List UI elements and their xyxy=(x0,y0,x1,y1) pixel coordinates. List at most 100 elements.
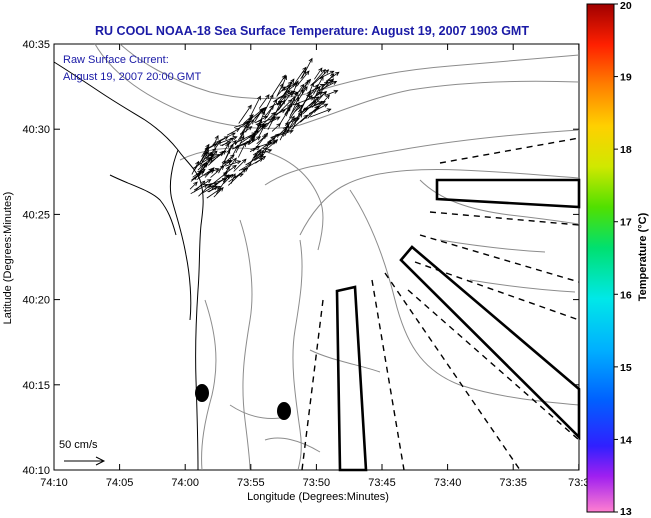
current-arrow xyxy=(240,124,248,136)
y-tick-label: 40:10 xyxy=(22,465,50,477)
current-arrowhead xyxy=(332,80,338,85)
current-arrow xyxy=(190,184,208,195)
current-arrowhead xyxy=(319,75,324,81)
current-arrow xyxy=(207,186,221,193)
current-arrowhead xyxy=(216,187,222,193)
current-arrowhead xyxy=(232,157,237,163)
x-tick-label: 74:05 xyxy=(106,477,134,489)
current-arrowhead xyxy=(249,119,255,125)
current-arrowhead xyxy=(304,107,309,112)
current-arrowhead xyxy=(247,126,253,131)
current-arrowhead xyxy=(200,168,206,174)
current-arrowhead xyxy=(290,90,296,95)
current-arrowhead xyxy=(232,136,238,140)
current-arrowhead xyxy=(270,137,276,142)
current-arrow xyxy=(249,152,257,164)
sample-polygons xyxy=(335,178,581,472)
current-arrow xyxy=(226,128,240,136)
current-arrow xyxy=(238,105,252,124)
current-arrowhead xyxy=(308,57,313,63)
current-arrowhead xyxy=(204,150,209,156)
current-arrow xyxy=(203,153,215,170)
current-arrow xyxy=(242,114,254,125)
current-arrowhead xyxy=(211,147,217,153)
current-arrow xyxy=(290,114,308,130)
current-arrow xyxy=(241,126,252,135)
current-arrowhead xyxy=(212,185,218,191)
current-arrow xyxy=(213,135,219,146)
current-arrow xyxy=(213,175,232,186)
current-arrow xyxy=(279,123,289,141)
current-arrow xyxy=(276,95,287,106)
current-arrowhead xyxy=(303,114,309,120)
current-arrow xyxy=(265,139,278,151)
current-arrow xyxy=(232,141,251,150)
current-arrow xyxy=(249,151,264,163)
current-arrow xyxy=(275,99,293,116)
current-arrowhead xyxy=(209,185,215,190)
current-arrowhead xyxy=(258,157,264,162)
current-arrow xyxy=(293,67,307,85)
current-arrow xyxy=(237,121,249,130)
current-arrowhead xyxy=(295,104,300,110)
current-arrow xyxy=(225,160,241,167)
current-arrowhead xyxy=(259,153,265,159)
current-arrow xyxy=(278,107,291,126)
current-arrow xyxy=(254,154,264,162)
current-arrowhead xyxy=(302,66,307,72)
current-arrow xyxy=(283,92,298,98)
current-arrowhead xyxy=(298,112,303,118)
current-arrow xyxy=(207,143,217,150)
current-arrowhead xyxy=(278,100,283,105)
current-arrowhead xyxy=(243,123,248,129)
current-arrow xyxy=(192,170,202,178)
current-arrowhead xyxy=(196,173,202,178)
current-arrowhead xyxy=(229,143,234,149)
current-arrow xyxy=(248,136,261,145)
x-tick-label: 73:35 xyxy=(499,477,527,489)
x-tick-label: 73:40 xyxy=(434,477,462,489)
current-arrowhead xyxy=(263,115,268,120)
current-arrow xyxy=(262,94,274,116)
current-arrow xyxy=(204,169,215,176)
colorbar-title: Temperature (°C) xyxy=(637,212,649,301)
current-arrowhead xyxy=(303,86,308,91)
current-arrowhead xyxy=(232,164,237,170)
current-arrow xyxy=(191,161,199,175)
current-arrow xyxy=(264,105,274,117)
current-arrowhead xyxy=(310,82,315,87)
figure-title: RU COOL NOAA-18 Sea Surface Temperature:… xyxy=(95,24,529,38)
current-arrow xyxy=(233,159,247,172)
current-arrowhead xyxy=(229,137,235,142)
current-arrow xyxy=(228,145,239,164)
current-arrowhead xyxy=(259,150,265,156)
current-arrowhead xyxy=(326,108,332,113)
current-arrowhead xyxy=(284,122,289,128)
current-arrowhead xyxy=(256,136,261,141)
current-arrow xyxy=(220,141,232,146)
current-arrowhead xyxy=(269,94,274,99)
current-arrow xyxy=(223,174,234,184)
current-arrowhead xyxy=(227,174,232,179)
current-arrow xyxy=(310,108,331,118)
current-arrow xyxy=(271,130,294,139)
current-arrowhead xyxy=(231,132,236,137)
current-arrowhead xyxy=(329,73,335,78)
current-arrow xyxy=(235,136,245,154)
current-arrowhead xyxy=(323,80,329,86)
y-axis-title: Latitude (Degrees:Minutes) xyxy=(2,192,14,325)
current-arrowhead xyxy=(271,116,277,121)
current-arrowhead xyxy=(206,179,212,184)
current-arrowhead xyxy=(285,90,291,95)
current-arrowhead xyxy=(214,135,219,140)
current-arrowhead xyxy=(267,139,271,145)
current-arrow xyxy=(285,118,300,125)
current-arrowhead xyxy=(300,83,305,89)
colorbar-tick-label: 16 xyxy=(620,289,632,301)
current-arrowhead xyxy=(242,142,246,147)
current-arrowhead xyxy=(288,102,293,108)
current-arrow xyxy=(249,96,261,117)
current-arrow xyxy=(307,105,320,119)
x-axis-title: Longitude (Degrees:Minutes) xyxy=(247,491,389,503)
